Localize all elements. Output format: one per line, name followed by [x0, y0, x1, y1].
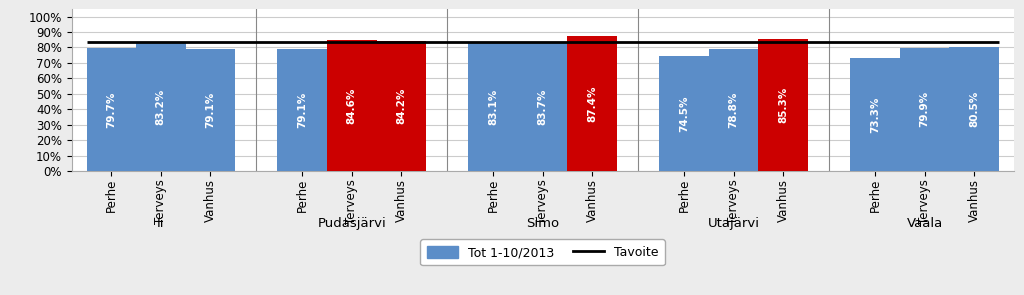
Bar — [659, 56, 709, 171]
Bar — [949, 47, 998, 171]
Text: 85.3%: 85.3% — [778, 87, 788, 123]
Bar — [87, 48, 136, 171]
Bar — [327, 40, 377, 171]
Text: 83.1%: 83.1% — [488, 89, 499, 125]
Text: 80.5%: 80.5% — [969, 91, 979, 127]
Text: 83.7%: 83.7% — [538, 88, 548, 124]
Bar — [468, 43, 518, 171]
Text: Utajärvi: Utajärvi — [708, 217, 760, 230]
Bar — [567, 36, 617, 171]
Text: 84.2%: 84.2% — [396, 88, 407, 124]
Text: 78.8%: 78.8% — [729, 92, 738, 128]
Text: 79.9%: 79.9% — [920, 91, 930, 127]
Bar — [185, 49, 236, 171]
Text: 83.2%: 83.2% — [156, 89, 166, 125]
Text: 84.6%: 84.6% — [347, 88, 356, 124]
Text: Vaala: Vaala — [906, 217, 943, 230]
Legend: Tot 1-10/2013, Tavoite: Tot 1-10/2013, Tavoite — [421, 239, 665, 266]
Text: 73.3%: 73.3% — [870, 96, 881, 133]
Bar — [278, 49, 327, 171]
Text: Ii: Ii — [157, 217, 165, 230]
Text: 87.4%: 87.4% — [587, 85, 597, 122]
Bar — [900, 47, 949, 171]
Bar — [759, 39, 808, 171]
Bar — [377, 41, 426, 171]
Text: 79.1%: 79.1% — [297, 92, 307, 128]
Text: Pudasjärvi: Pudasjärvi — [317, 217, 386, 230]
Bar — [518, 42, 567, 171]
Text: 79.1%: 79.1% — [205, 92, 215, 128]
Bar — [136, 42, 185, 171]
Text: 79.7%: 79.7% — [106, 91, 117, 128]
Bar — [709, 49, 759, 171]
Bar — [850, 58, 900, 171]
Text: Simo: Simo — [526, 217, 559, 230]
Text: 74.5%: 74.5% — [679, 95, 689, 132]
